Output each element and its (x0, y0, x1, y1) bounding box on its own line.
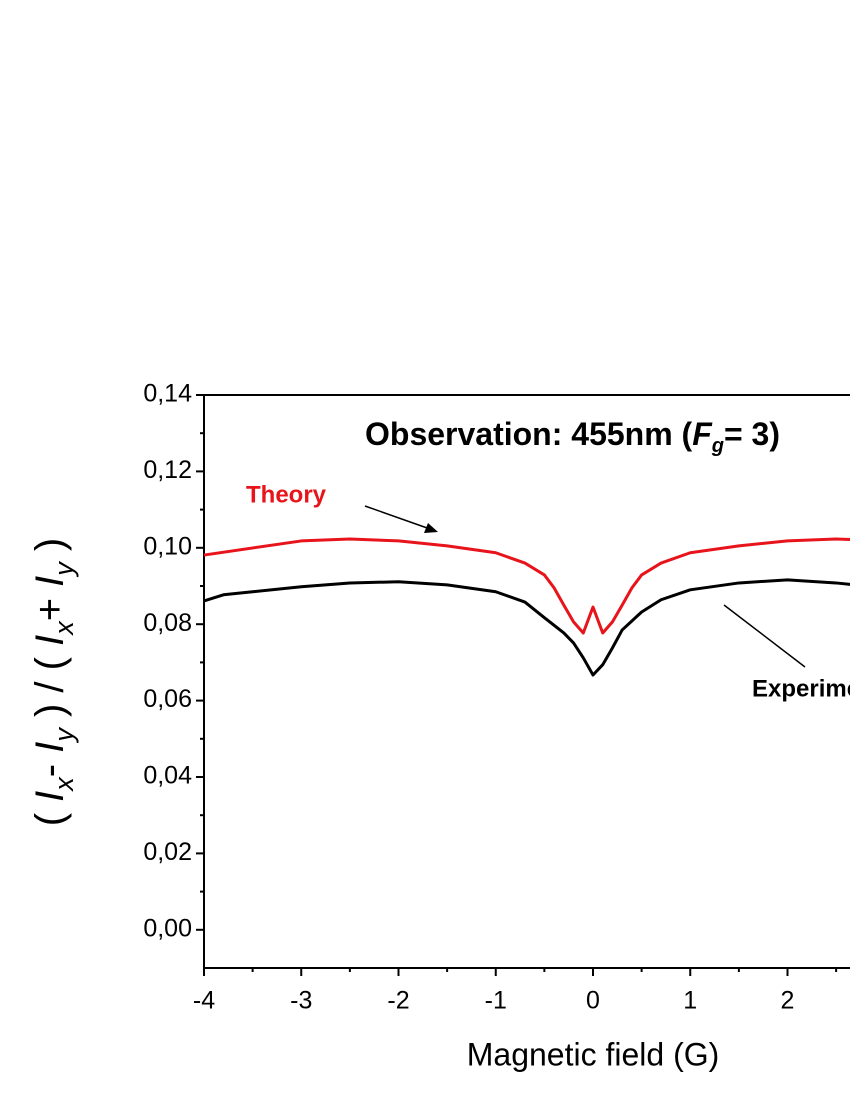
data-line (203, 578, 850, 677)
y-tick-label: 0,02 (143, 838, 192, 866)
label-part: ) (28, 538, 72, 562)
annotation-arrow (364, 505, 431, 530)
label-part: I (28, 635, 72, 646)
y-tick-label: 0,00 (143, 914, 192, 942)
x-tick-label: -4 (193, 987, 215, 1015)
title-part: = 3) (724, 416, 780, 452)
data-line (203, 537, 850, 635)
title-part: g (711, 435, 724, 457)
label-part: ( (28, 802, 72, 826)
title-part: F (692, 416, 713, 452)
y-axis-label: ( Ix- Iy ) / ( Ix+ Iy ) (28, 538, 80, 827)
label-part: y (49, 727, 79, 744)
label-part: x (49, 776, 79, 793)
x-tick-label: 1 (683, 987, 697, 1015)
chart-title: Observation: 455nm (Fg= 3) (365, 416, 780, 457)
experiment-annotation: Experiment (752, 675, 850, 702)
y-tick-label: 0,10 (143, 532, 192, 560)
x-axis-label: Magnetic field (G) (467, 1036, 720, 1072)
x-tick-label: -3 (290, 987, 312, 1015)
label-part: y (49, 561, 79, 578)
label-part: I (28, 576, 72, 587)
label-part: x (49, 620, 79, 637)
y-tick-label: 0,08 (143, 609, 192, 637)
x-tick-label: -1 (485, 987, 507, 1015)
y-tick-label: 0,04 (143, 762, 192, 790)
arrow-head (424, 523, 438, 533)
x-tick-label: 0 (586, 987, 600, 1015)
y-tick-label: 0,12 (143, 456, 192, 484)
label-part: I (28, 742, 72, 753)
y-tick-label: 0,14 (143, 380, 192, 408)
theory-annotation: Theory (246, 481, 327, 508)
label-part: + (28, 587, 72, 621)
label-part: ) / ( (28, 646, 72, 728)
x-tick-label: 2 (781, 987, 795, 1015)
title-part: Observation: 455nm ( (365, 416, 693, 452)
label-part: - (28, 753, 72, 777)
x-tick-label: -2 (387, 987, 409, 1015)
annotation-line (723, 604, 806, 668)
y-tick-label: 0,06 (143, 685, 192, 713)
label-part: I (28, 791, 72, 802)
